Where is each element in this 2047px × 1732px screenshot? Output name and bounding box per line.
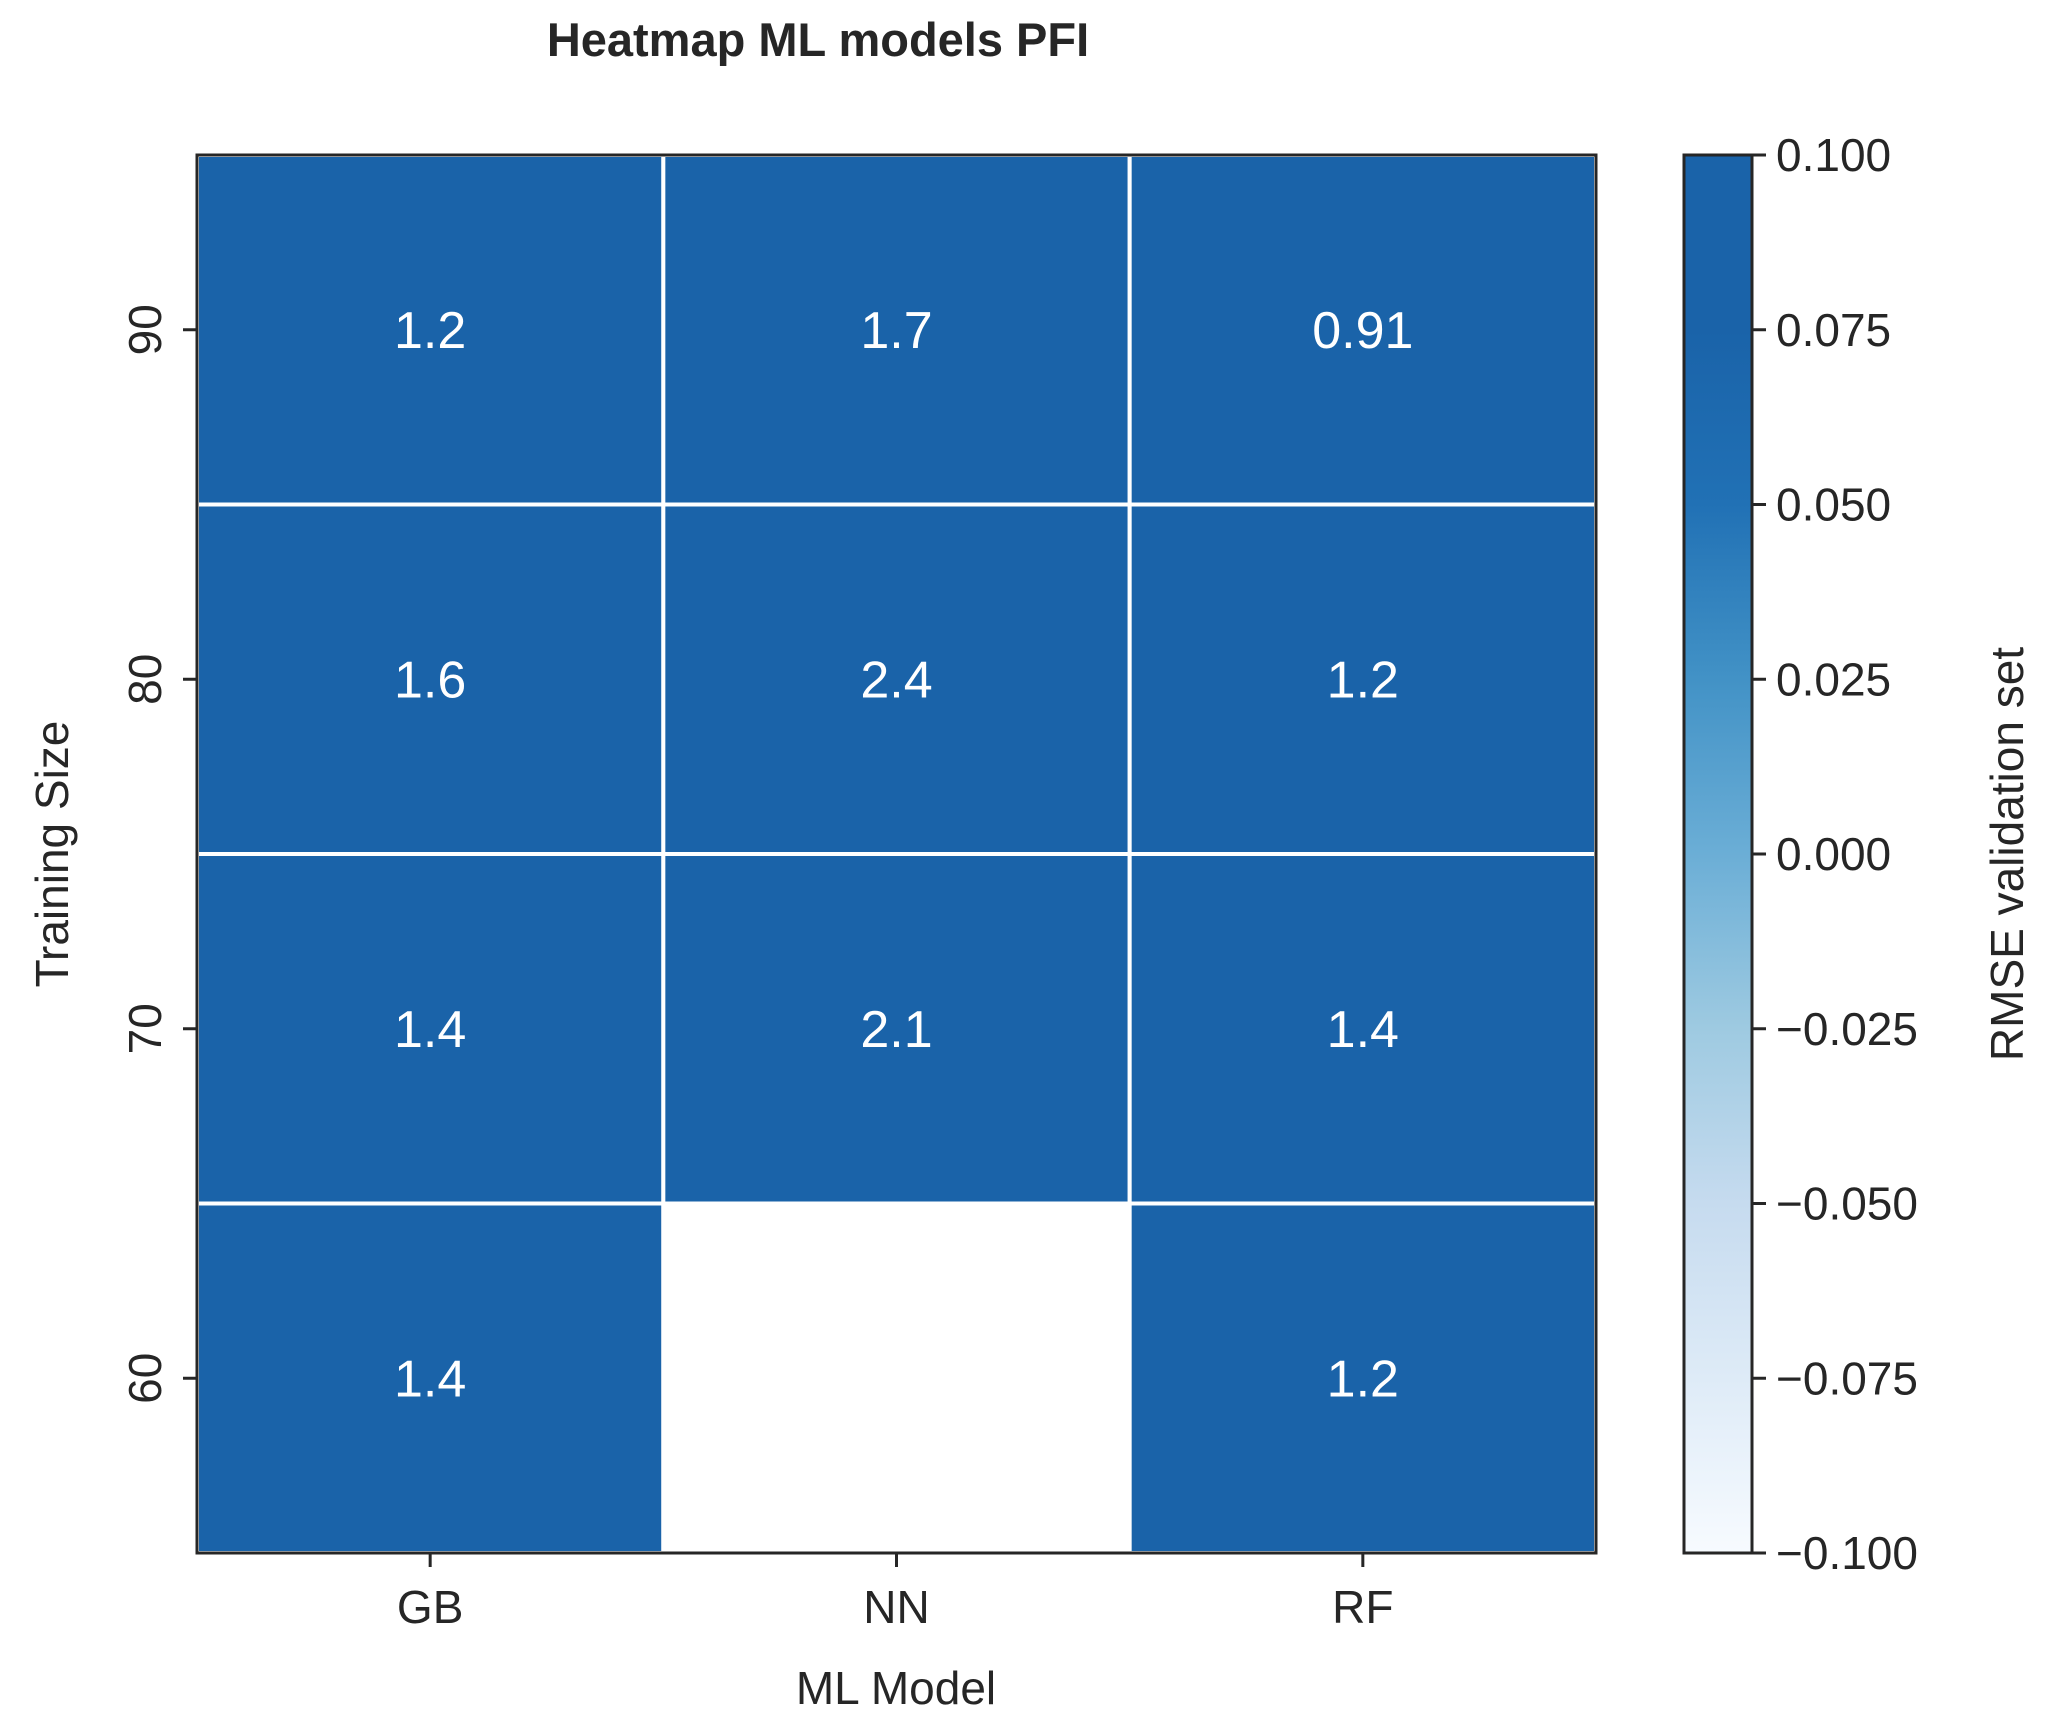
heatmap-cell xyxy=(195,502,666,856)
heatmap-cell xyxy=(195,1201,666,1555)
cell-value-label: 2.4 xyxy=(860,651,932,709)
cell-value-label: 1.2 xyxy=(1327,651,1399,709)
cell-value-label: 2.1 xyxy=(860,1001,932,1059)
y-tick-label: 80 xyxy=(119,654,171,705)
cell-value-label: 1.4 xyxy=(394,1350,466,1408)
colorbar-tick-label: −0.025 xyxy=(1776,1003,1918,1055)
colorbar-tick-label: −0.050 xyxy=(1776,1178,1918,1230)
colorbar xyxy=(1682,153,1754,1555)
cell-value-label: 1.2 xyxy=(1327,1350,1399,1408)
heatmap-cell xyxy=(661,153,1132,507)
y-axis-ticks: 90 80 70 60 xyxy=(119,304,197,1404)
colorbar-tick-label: 0.075 xyxy=(1776,304,1891,356)
colorbar-tick-label: −0.075 xyxy=(1776,1352,1918,1404)
heatmap-cell xyxy=(661,502,1132,856)
y-tick-label: 70 xyxy=(119,1003,171,1054)
heatmap-cell-labels: 1.2 1.7 0.91 1.6 2.4 1.2 1.4 2.1 1.4 1.4 1.2 xyxy=(394,302,1413,1409)
y-tick-label: 90 xyxy=(119,304,171,355)
colorbar-tick-label: 0.050 xyxy=(1776,479,1891,531)
x-tick-label: RF xyxy=(1332,1581,1393,1633)
cell-value-label: 1.4 xyxy=(394,1001,466,1059)
colorbar-tick-label: 0.100 xyxy=(1776,129,1891,181)
x-tick-label: NN xyxy=(863,1581,929,1633)
colorbar-label: RMSE validation set xyxy=(1981,647,2033,1061)
heatmap-cell xyxy=(661,852,1132,1206)
colorbar-tick-label: −0.100 xyxy=(1776,1527,1918,1579)
heatmap-cells xyxy=(195,153,1598,1555)
x-axis-label: ML Model xyxy=(796,1662,996,1714)
y-tick-label: 60 xyxy=(119,1353,171,1404)
heatmap-cell xyxy=(195,153,666,507)
y-axis-label: Training Size xyxy=(26,721,78,988)
cell-value-label: 1.6 xyxy=(394,651,466,709)
cell-value-label: 1.7 xyxy=(860,302,932,360)
x-tick-label: GB xyxy=(397,1581,463,1633)
x-axis-ticks: GB NN RF xyxy=(397,1553,1393,1633)
cell-value-label: 1.2 xyxy=(394,302,466,360)
heatmap-cell-missing xyxy=(661,1201,1132,1555)
cell-value-label: 1.4 xyxy=(1327,1001,1399,1059)
chart-title: Heatmap ML models PFI xyxy=(547,13,1089,66)
colorbar-ticks: 0.100 0.075 0.050 0.025 0.000 −0.025 −0.050 −0.… xyxy=(1752,129,1918,1579)
colorbar-tick-label: 0.025 xyxy=(1776,653,1891,705)
heatmap-cell xyxy=(1127,502,1598,856)
colorbar-tick-label: 0.000 xyxy=(1776,828,1891,880)
cell-value-label: 0.91 xyxy=(1312,302,1413,360)
